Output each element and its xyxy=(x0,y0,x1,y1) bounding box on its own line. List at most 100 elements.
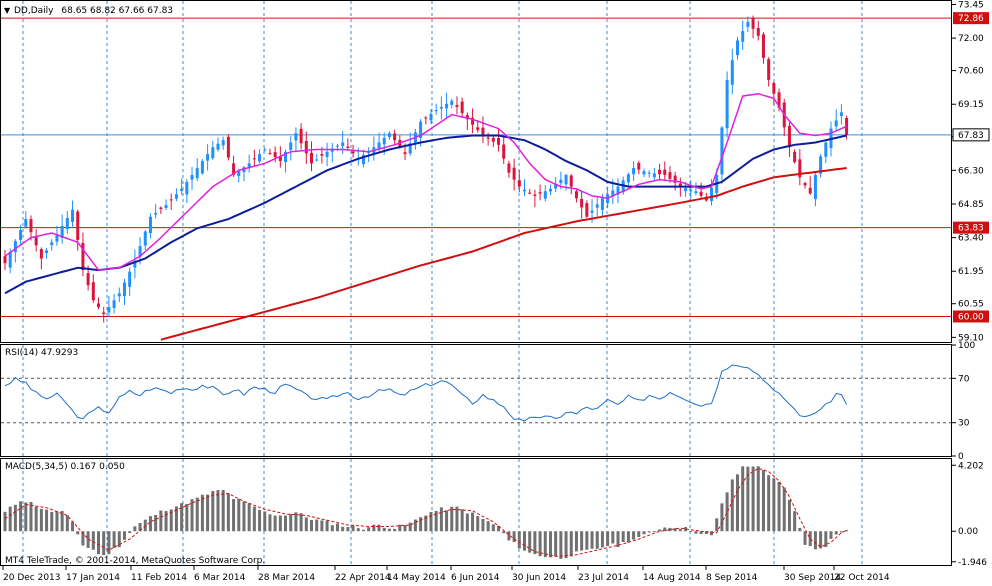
candle-body xyxy=(60,226,64,238)
candle-body xyxy=(19,230,23,241)
symbol-menu-icon[interactable]: ▼ xyxy=(4,6,11,15)
candle-body xyxy=(652,173,656,178)
macd-bar xyxy=(346,527,350,532)
candle-body xyxy=(730,60,734,85)
ma-slow-line xyxy=(160,167,847,341)
macd-bar xyxy=(424,515,428,532)
macd-bar xyxy=(585,531,589,550)
price-tick-label: 72.00 xyxy=(958,34,984,44)
macd-bar xyxy=(704,531,708,534)
macd-bar xyxy=(746,466,750,532)
candle-body xyxy=(335,145,339,147)
time-tick-label: 11 Feb 2014 xyxy=(131,573,187,583)
macd-bar xyxy=(465,513,469,532)
macd-bar xyxy=(413,519,417,532)
candle-body xyxy=(647,172,651,174)
macd-bar xyxy=(211,490,215,532)
macd-bar xyxy=(730,479,734,532)
macd-bar xyxy=(55,511,59,532)
candle-body xyxy=(154,212,158,215)
macd-bar xyxy=(637,531,641,537)
time-tick-label: 8 Sep 2014 xyxy=(706,573,758,583)
macd-bar xyxy=(621,531,625,542)
macd-title: MACD(5,34,5) 0.167 0.050 xyxy=(5,462,125,472)
candle-body xyxy=(808,187,812,194)
candle-body xyxy=(486,137,490,139)
candle-body xyxy=(793,151,797,163)
candle-body xyxy=(258,154,262,162)
macd-bar xyxy=(756,466,760,532)
macd-bar xyxy=(180,503,184,532)
candle-body xyxy=(502,144,506,159)
macd-bar xyxy=(684,527,688,532)
macd-bar xyxy=(351,525,355,532)
candle-body xyxy=(81,242,85,271)
symbol-label: DD,Daily xyxy=(14,6,54,16)
macd-bar xyxy=(600,531,604,548)
macd-bar xyxy=(8,506,12,532)
candle-body xyxy=(834,120,838,127)
macd-bar xyxy=(523,531,526,551)
candle-body xyxy=(554,184,558,189)
candle-body xyxy=(351,151,355,154)
macd-bar xyxy=(782,487,786,532)
candle-body xyxy=(460,101,464,114)
price-tick-label: 63.40 xyxy=(958,234,984,244)
macd-bar xyxy=(299,513,303,532)
price-tick-label: 69.15 xyxy=(958,100,984,110)
macd-bar xyxy=(263,511,267,532)
macd-bar xyxy=(97,531,101,555)
macd-bar xyxy=(652,531,656,533)
candle-body xyxy=(206,154,210,161)
macd-bar xyxy=(528,531,532,553)
macd-bar xyxy=(720,503,724,532)
candle-body xyxy=(455,104,459,107)
macd-bar xyxy=(735,474,739,532)
time-tick-label: 14 May 2014 xyxy=(387,573,446,583)
candle-body xyxy=(226,136,230,158)
macd-bar xyxy=(76,531,80,535)
macd-bar xyxy=(91,531,95,550)
macd-bar xyxy=(574,531,578,552)
macd-bar xyxy=(185,504,189,532)
macd-bar xyxy=(289,513,293,532)
price-tag xyxy=(952,128,990,142)
candle-body xyxy=(408,143,412,154)
time-tick-label: 22 Apr 2014 xyxy=(335,573,391,583)
candle-body xyxy=(787,125,791,148)
macd-tick-label: 4.202 xyxy=(958,461,984,471)
macd-bar xyxy=(491,524,495,532)
macd-bar xyxy=(258,509,262,532)
macd-bar xyxy=(673,528,677,532)
candle-body xyxy=(429,113,433,121)
candle-body xyxy=(611,190,615,197)
macd-bar xyxy=(315,519,319,532)
macd-bar xyxy=(569,531,573,557)
macd-bar xyxy=(486,521,490,532)
candle-body xyxy=(128,271,132,287)
price-tick-label: 70.60 xyxy=(958,67,984,77)
macd-bar xyxy=(611,531,615,544)
macd-bar xyxy=(580,531,584,551)
candle-body xyxy=(164,205,168,209)
candle-body xyxy=(71,209,75,222)
macd-bar xyxy=(174,506,178,532)
price-axis: 73.4572.0070.6069.1567.7566.3064.8563.40… xyxy=(952,0,990,343)
macd-bar xyxy=(741,466,745,532)
macd-bar xyxy=(751,466,755,532)
price-tick-label: 73.45 xyxy=(958,0,984,10)
candle-body xyxy=(746,21,750,27)
candle-body xyxy=(159,207,163,210)
macd-bar xyxy=(107,531,111,555)
macd-bar xyxy=(481,518,485,532)
level-tag-label: 60.00 xyxy=(958,312,984,322)
candle-body xyxy=(273,152,277,158)
candle-body xyxy=(491,137,495,142)
chart-title[interactable]: ▼ DD,Daily 68.65 68.82 67.66 67.83 xyxy=(4,6,173,16)
macd-bar xyxy=(206,494,210,532)
macd-bar xyxy=(294,512,298,532)
macd-bar xyxy=(320,520,324,532)
svg-text:DD,Daily 68.65 68.82 67.: DD,Daily 68.65 68.82 67.66 67.83 xyxy=(14,6,173,16)
candle-body xyxy=(315,159,319,161)
